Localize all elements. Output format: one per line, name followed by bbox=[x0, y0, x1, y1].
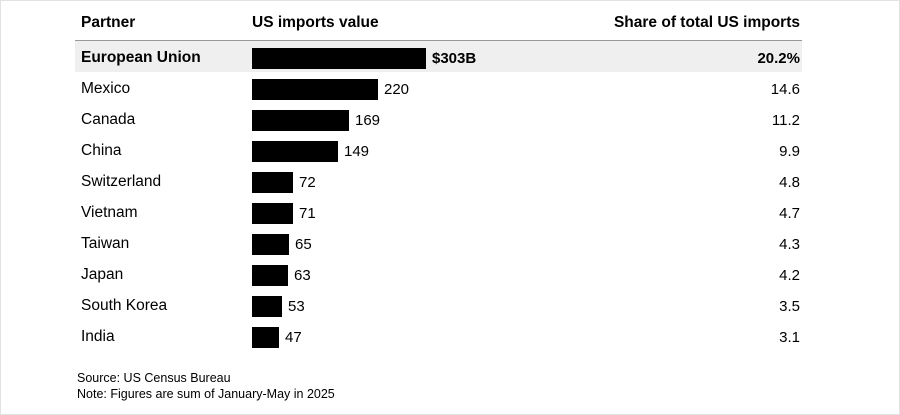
share-value: 3.1 bbox=[779, 329, 800, 346]
value-label: 65 bbox=[295, 236, 312, 253]
table-row: Mexico 220 14.6 bbox=[75, 72, 802, 103]
partner-label: China bbox=[81, 142, 122, 159]
table-row: Canada 169 11.2 bbox=[75, 103, 802, 134]
import-value-bar bbox=[252, 203, 293, 224]
table-row: India 47 3.1 bbox=[75, 320, 802, 351]
import-value-bar bbox=[252, 265, 288, 286]
value-label: 149 bbox=[344, 143, 370, 160]
value-label: 72 bbox=[299, 174, 316, 191]
value-label: 71 bbox=[299, 205, 316, 222]
import-value-bar bbox=[252, 234, 289, 255]
partner-label: Japan bbox=[81, 266, 124, 283]
partner-label: Vietnam bbox=[81, 204, 138, 221]
value-label: 169 bbox=[355, 112, 381, 129]
import-value-bar bbox=[252, 141, 338, 162]
table-row: Switzerland 72 4.8 bbox=[75, 165, 802, 196]
bar-table: European Union $303B 20.2% Mexico 220 14.6 Can… bbox=[75, 41, 802, 351]
partner-label: European Union bbox=[81, 49, 201, 66]
table-row: Japan 63 4.2 bbox=[75, 258, 802, 289]
partner-label: Mexico bbox=[81, 80, 131, 97]
import-value-bar bbox=[252, 172, 293, 193]
value-label: $303B bbox=[432, 50, 477, 67]
value-label: 53 bbox=[288, 298, 305, 315]
value-label: 63 bbox=[294, 267, 311, 284]
partner-column-header: Partner bbox=[81, 14, 136, 31]
table-row: Vietnam 71 4.7 bbox=[75, 196, 802, 227]
figures-note: Note: Figures are sum of January-May in … bbox=[77, 387, 335, 401]
import-value-bar bbox=[252, 48, 426, 69]
import-value-bar bbox=[252, 327, 279, 348]
share-value: 4.7 bbox=[779, 205, 800, 222]
share-value: 4.2 bbox=[779, 267, 800, 284]
table-row: South Korea 53 3.5 bbox=[75, 289, 802, 320]
table-row: China 149 9.9 bbox=[75, 134, 802, 165]
table-row: Taiwan 65 4.3 bbox=[75, 227, 802, 258]
imports-value-column-header: US imports value bbox=[252, 14, 379, 31]
import-value-bar bbox=[252, 296, 282, 317]
partner-label: Switzerland bbox=[81, 173, 162, 190]
source-note: Source: US Census Bureau bbox=[77, 371, 231, 385]
share-value: 14.6 bbox=[770, 81, 800, 98]
chart-footer: Source: US Census Bureau Note: Figures a… bbox=[77, 370, 335, 402]
import-value-bar bbox=[252, 79, 378, 100]
partner-label: India bbox=[81, 328, 115, 345]
share-column-header: Share of total US imports bbox=[613, 14, 800, 31]
share-value: 4.8 bbox=[779, 174, 800, 191]
share-value: 4.3 bbox=[779, 236, 800, 253]
value-label: 220 bbox=[384, 81, 410, 98]
partner-label: Canada bbox=[81, 111, 136, 128]
share-value: 3.5 bbox=[779, 298, 800, 315]
share-value: 9.9 bbox=[779, 143, 800, 160]
share-value: 20.2% bbox=[757, 50, 800, 67]
import-value-bar bbox=[252, 110, 349, 131]
table-header: Partner US imports value Share of total … bbox=[75, 0, 802, 41]
partner-label: South Korea bbox=[81, 297, 168, 314]
partner-label: Taiwan bbox=[81, 235, 130, 252]
value-label: 47 bbox=[285, 329, 302, 346]
table-row: European Union $303B 20.2% bbox=[75, 41, 802, 72]
share-value: 11.2 bbox=[771, 112, 800, 129]
